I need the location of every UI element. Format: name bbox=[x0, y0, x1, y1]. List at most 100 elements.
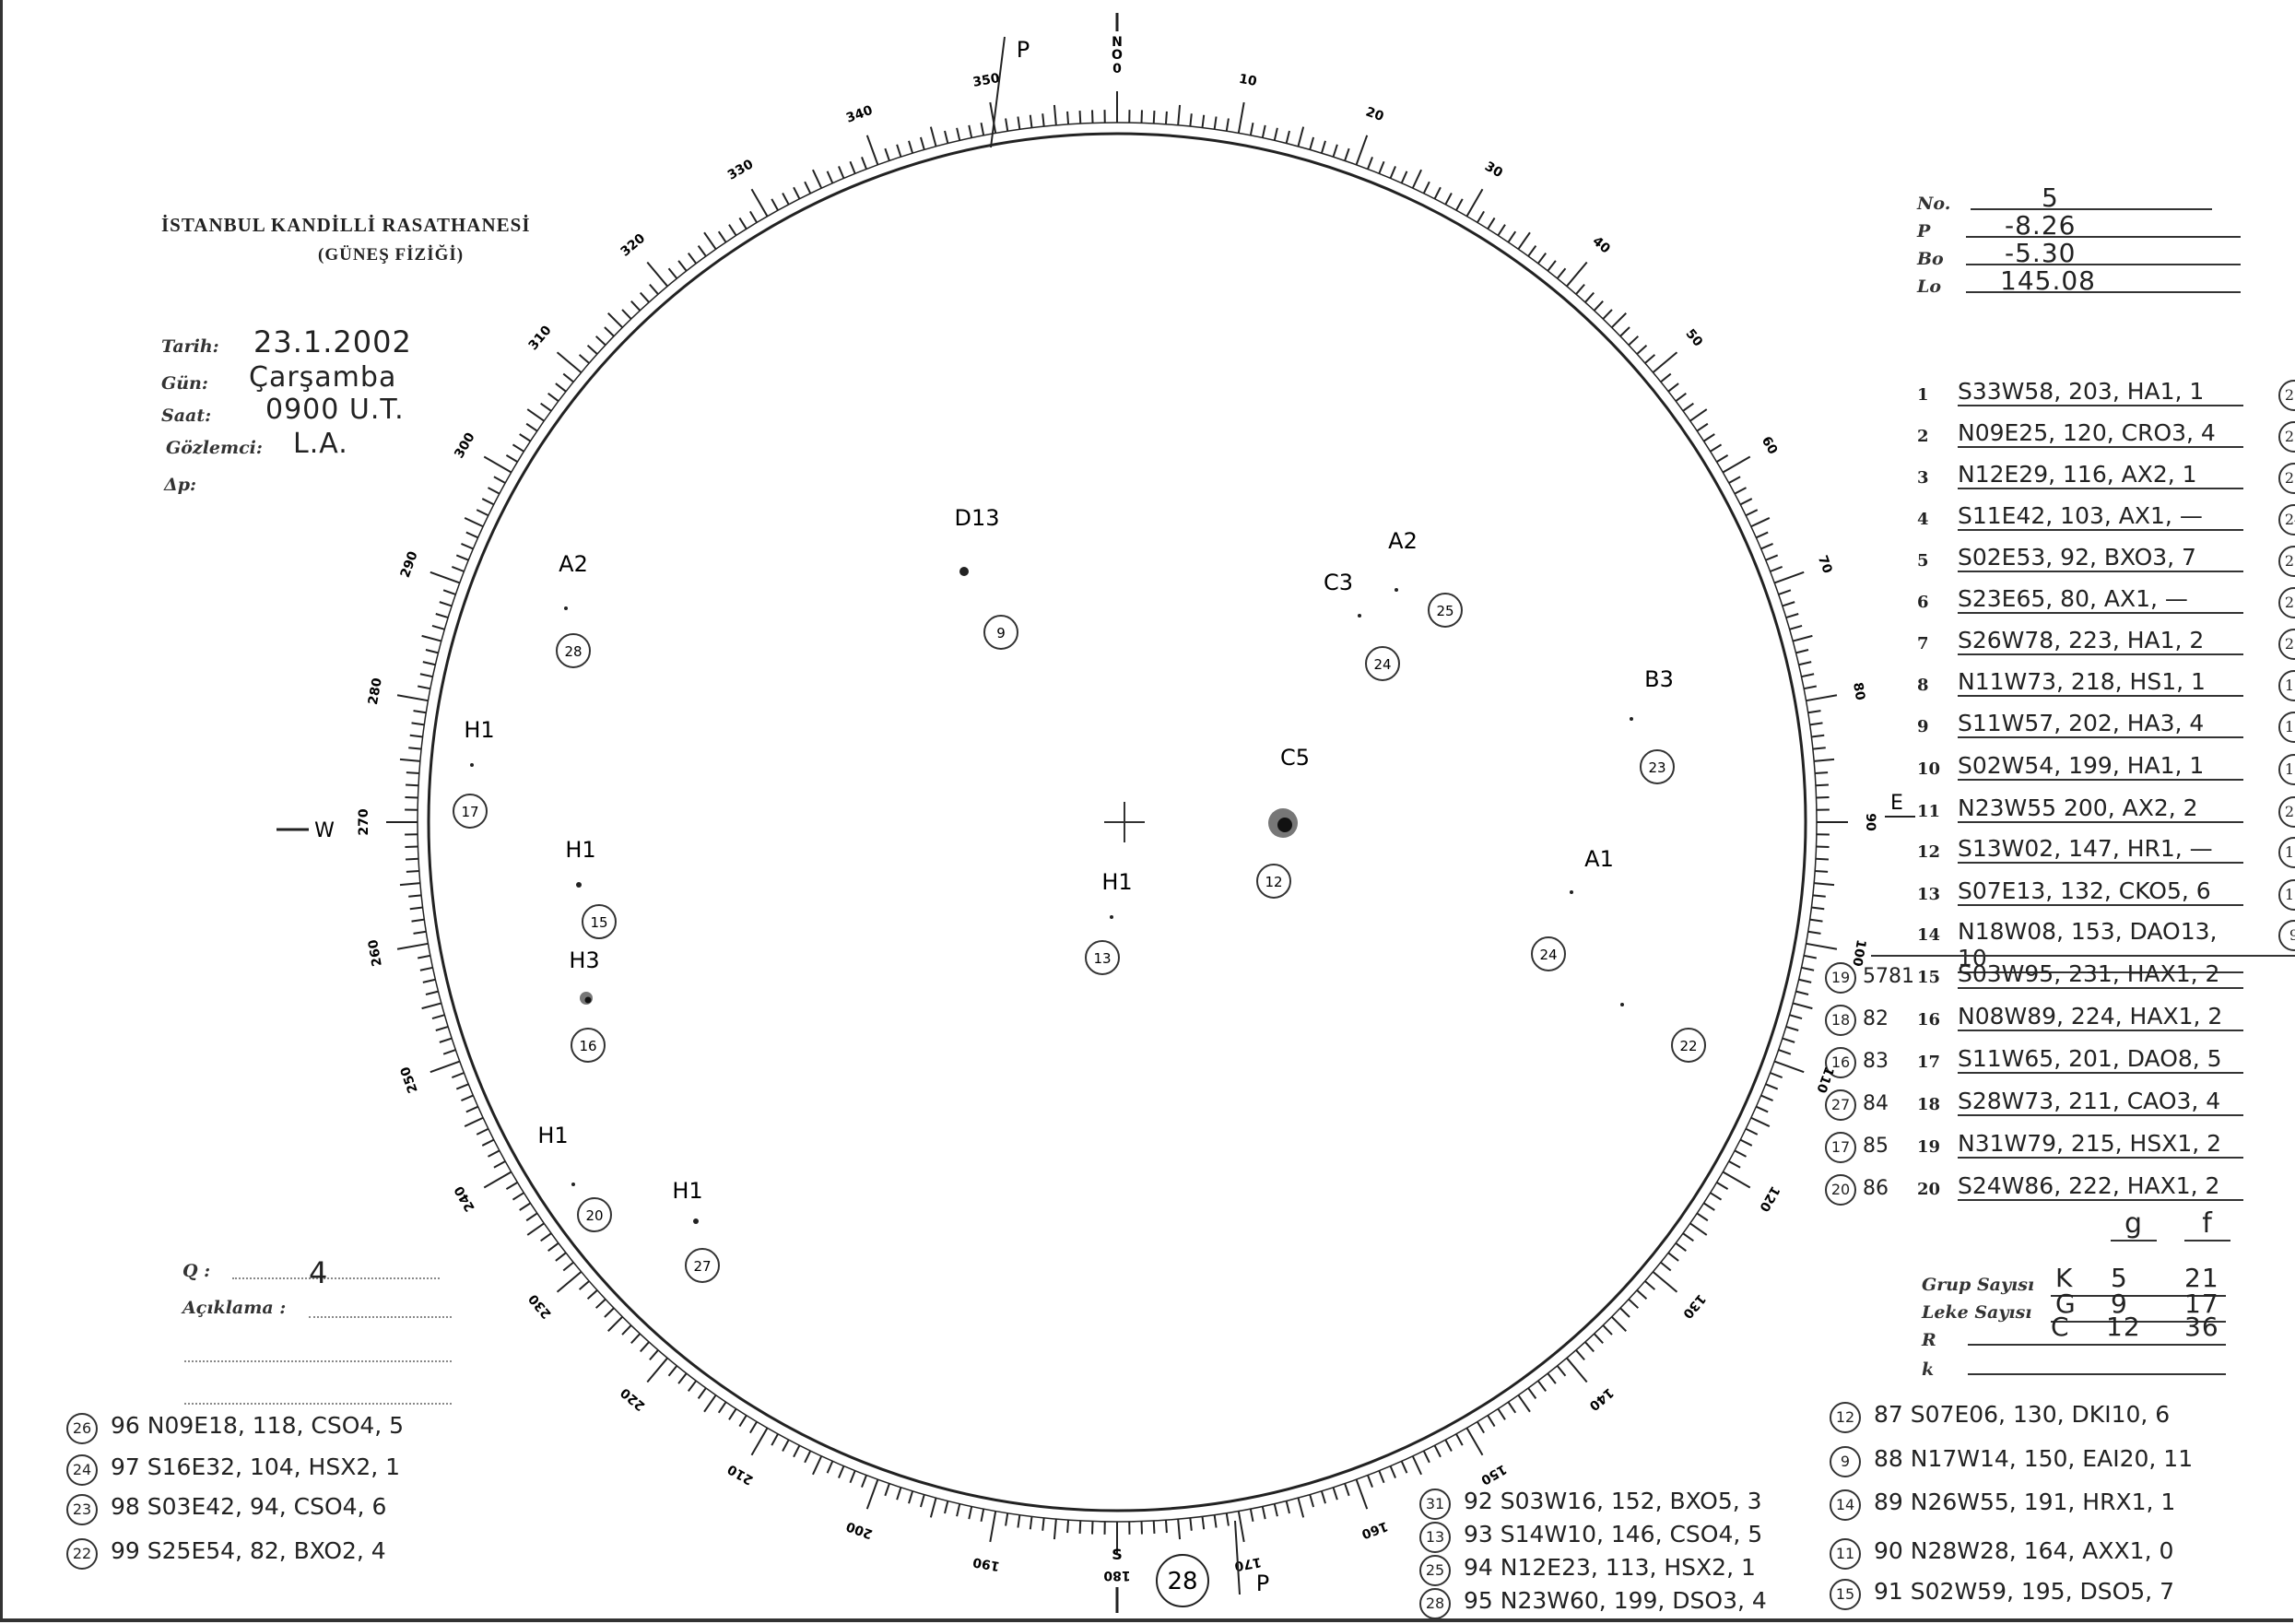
group-circle bbox=[1256, 864, 1291, 899]
group-circle-number: 22 bbox=[1679, 1038, 1697, 1054]
scale-tick bbox=[1213, 116, 1218, 130]
scale-tick bbox=[525, 422, 538, 432]
p-bottom-label: P bbox=[1256, 1571, 1269, 1596]
p-label: P bbox=[1917, 221, 1931, 241]
scale-tick bbox=[1575, 283, 1585, 295]
scale-tick bbox=[1285, 130, 1290, 144]
previous-number: 16 83 bbox=[1825, 1047, 1889, 1078]
scale-tick bbox=[677, 260, 688, 272]
scale-tick bbox=[1164, 111, 1168, 124]
scale-tick bbox=[1309, 136, 1315, 150]
scale-tick bbox=[540, 1232, 552, 1242]
scale-tick bbox=[646, 261, 668, 288]
note-line: 11 90 N28W28, 164, AXX1, 0 bbox=[1830, 1537, 2173, 1570]
note-line: 12 87 S07E06, 130, DKI10, 6 bbox=[1830, 1401, 2170, 1433]
group-row: 17 85 19 N31W79, 215, HSX1, 2 bbox=[1825, 1130, 2243, 1167]
scale-label: 270 bbox=[357, 808, 371, 835]
scale-label: 250 bbox=[398, 1065, 421, 1095]
scale-tick bbox=[1806, 942, 1838, 950]
scale-tick bbox=[411, 918, 425, 923]
previous-circle: 19 bbox=[1825, 962, 1856, 994]
scale-tick bbox=[1789, 1014, 1803, 1020]
scale-tick bbox=[1411, 1455, 1422, 1476]
scale-tick bbox=[464, 517, 484, 528]
group-text: N31W79, 215, HSX1, 2 bbox=[1958, 1130, 2243, 1159]
scale-tick bbox=[849, 160, 856, 174]
note-circle: 13 bbox=[1419, 1522, 1451, 1553]
scale-tick bbox=[649, 283, 659, 295]
spot-f: 17 bbox=[2184, 1289, 2219, 1319]
scale-tick bbox=[547, 1242, 559, 1253]
scale-tick bbox=[956, 1503, 961, 1517]
group-text: S33W58, 203, HA1, 1 bbox=[1958, 378, 2243, 406]
scale-tick bbox=[439, 1037, 453, 1043]
scale-tick bbox=[406, 869, 419, 873]
scale-tick bbox=[442, 589, 456, 595]
scale-tick bbox=[1556, 267, 1567, 279]
note-circle: 31 bbox=[1419, 1489, 1451, 1520]
lo-label: Lo bbox=[1917, 277, 1942, 297]
group-circle bbox=[571, 1028, 606, 1063]
scale-tick bbox=[1455, 1433, 1464, 1446]
scale-tick bbox=[1237, 1511, 1245, 1543]
scale-tick bbox=[1815, 771, 1829, 775]
sunspot-group: A1 24 bbox=[1531, 846, 1614, 971]
scale-label: 280 bbox=[366, 677, 385, 706]
scale-label: 330 bbox=[725, 157, 757, 183]
previous-circle: 20 bbox=[1825, 1174, 1856, 1206]
bottom-circle bbox=[1156, 1554, 1209, 1607]
scale-tick bbox=[413, 710, 427, 714]
group-class-label: H3 bbox=[569, 947, 599, 973]
scale-tick bbox=[621, 309, 632, 320]
scale-tick bbox=[1465, 188, 1484, 218]
scale-tick bbox=[1017, 116, 1021, 130]
scale-tick bbox=[1584, 291, 1595, 303]
scale-label: 310 bbox=[526, 323, 555, 353]
group-circle-number: 27 bbox=[693, 1258, 711, 1275]
scale-tick bbox=[1765, 554, 1779, 561]
scale-tick bbox=[1807, 930, 1821, 935]
scale-tick bbox=[1750, 1116, 1771, 1127]
group-number: 6 bbox=[1917, 593, 1929, 612]
scale-tick bbox=[884, 1483, 890, 1497]
note-text: 93 S14W10, 146, CSO4, 5 bbox=[1464, 1521, 1763, 1548]
note-circle: 23 bbox=[66, 1494, 98, 1525]
scale-tick bbox=[1755, 1105, 1769, 1113]
group-number: 3 bbox=[1917, 468, 1929, 488]
scale-tick bbox=[1755, 531, 1769, 539]
scale-tick bbox=[1273, 1503, 1278, 1517]
k-label: k bbox=[1922, 1359, 1935, 1380]
scale-tick bbox=[1527, 245, 1537, 257]
scale-tick bbox=[604, 1307, 615, 1318]
previous-circle: 27 bbox=[1825, 1089, 1856, 1121]
group-circle bbox=[556, 633, 591, 668]
group-circle bbox=[1428, 593, 1463, 628]
sunspot bbox=[1395, 588, 1398, 592]
scale-tick bbox=[1389, 166, 1396, 179]
scale-tick bbox=[465, 1105, 479, 1113]
scale-tick bbox=[1789, 624, 1803, 630]
scale-tick bbox=[586, 1289, 598, 1300]
scale-label: 240 bbox=[452, 1183, 478, 1215]
scale-tick bbox=[413, 930, 427, 935]
q-label: Q : bbox=[182, 1261, 211, 1281]
scale-tick bbox=[1801, 966, 1815, 971]
scale-tick bbox=[1422, 1450, 1430, 1464]
scale-tick bbox=[865, 1478, 879, 1510]
scale-tick bbox=[1811, 734, 1825, 738]
scale-tick bbox=[1696, 422, 1709, 432]
scale-tick bbox=[717, 230, 727, 243]
scale-tick bbox=[1807, 710, 1821, 714]
group-text: S03W95, 231, HAX1, 2 bbox=[1958, 960, 2243, 989]
scale-tick bbox=[826, 1460, 834, 1474]
scale-tick bbox=[738, 217, 747, 229]
group-circle bbox=[582, 904, 617, 939]
scale-tick bbox=[1487, 217, 1496, 229]
group-circle-number: 17 bbox=[461, 804, 478, 820]
time-value: 0900 U.T. bbox=[265, 394, 405, 426]
scale-tick bbox=[505, 1182, 518, 1190]
scale-tick bbox=[1814, 882, 1835, 887]
scale-tick bbox=[1610, 1315, 1627, 1332]
